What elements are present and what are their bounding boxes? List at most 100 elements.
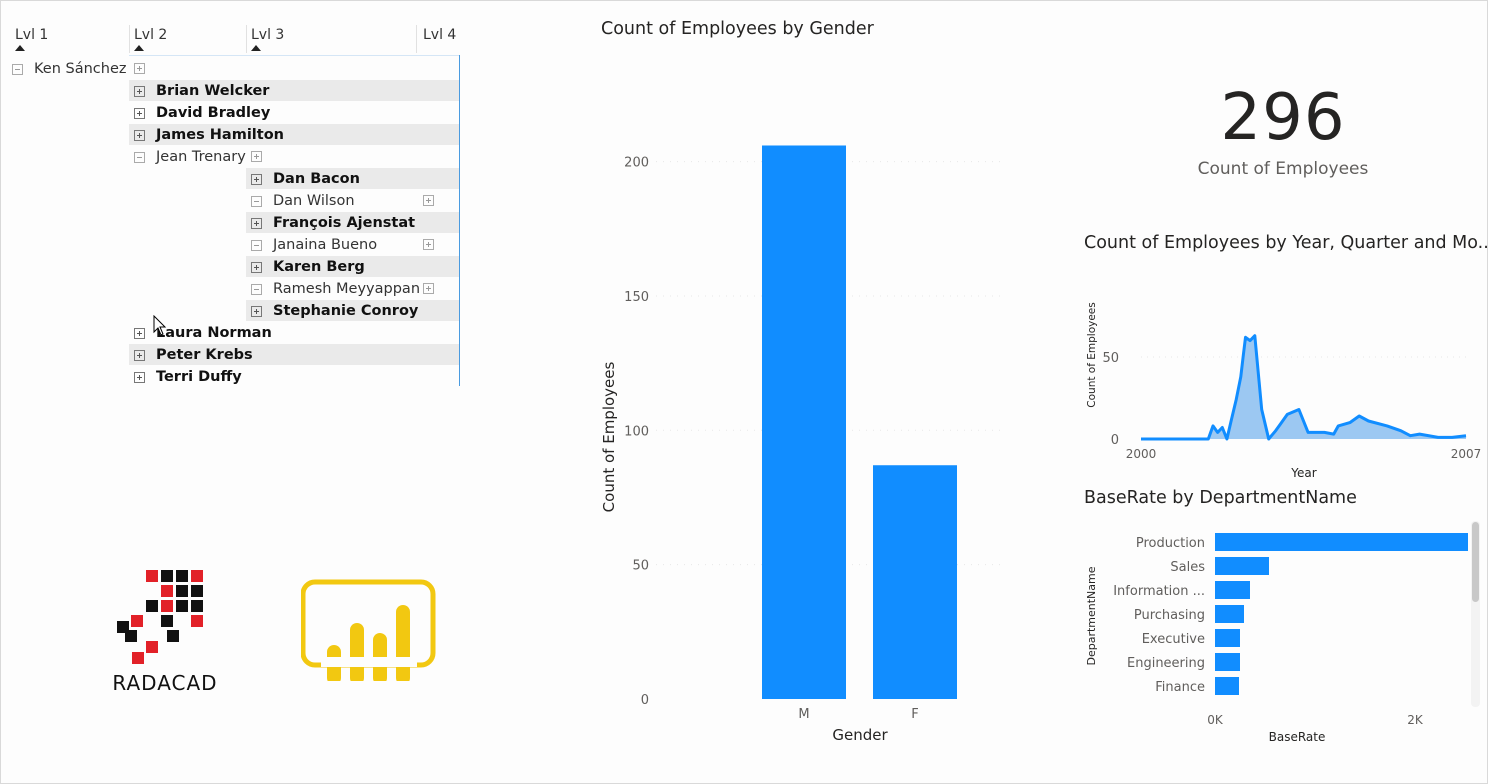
y-axis-title: DepartmentName [1085,566,1098,665]
baserate-bar-chart[interactable]: Production Sales Information ... Purchasing… [1081,521,1471,751]
tree-node-ramesh-meyyappan[interactable]: Ramesh Meyyappan [251,278,420,300]
tree-node-janaina-bueno[interactable]: Janaina Bueno [251,234,377,256]
tree-node-david-bradley[interactable]: David Bradley [134,102,270,124]
tree-node-james-hamilton[interactable]: James Hamilton [134,124,284,146]
category-label: Executive [1142,632,1205,647]
x-axis-title: BaseRate [1269,730,1326,744]
mouse-cursor-icon [153,315,167,336]
bar-executive[interactable] [1215,629,1240,647]
expand-icon[interactable] [423,195,434,206]
row-band [246,256,459,277]
y-axis-title: Count of Employees [1086,302,1098,407]
node-label: Peter Krebs [156,347,253,363]
bar-f[interactable] [873,465,957,699]
x-tick-end: 2007 [1451,447,1481,461]
series-line [1141,334,1467,441]
kpi-label: Count of Employees [1197,159,1369,179]
header-lvl4[interactable]: Lvl 4 [423,27,457,43]
collapse-icon[interactable] [134,151,145,163]
bar-engineering[interactable] [1215,653,1240,671]
collapse-icon[interactable] [251,283,262,295]
expand-icon[interactable] [134,85,145,97]
y-tick-label: 100 [624,424,649,439]
expand-icon[interactable] [134,371,145,383]
row-band [129,344,459,365]
x-axis-title: Gender [832,726,888,744]
bar-finance[interactable] [1215,677,1239,695]
row-band [246,168,459,189]
header-lvl3[interactable]: Lvl 3 [251,27,285,43]
collapse-icon[interactable] [12,63,23,75]
gender-bar-chart[interactable]: 0 50 100 150 200 M F Count of Employees Gende… [596,61,1016,761]
bar-production[interactable] [1215,533,1468,551]
collapse-icon[interactable] [251,239,262,251]
expand-icon[interactable] [251,217,262,229]
collapse-icon[interactable] [251,195,262,207]
bar-purchasing[interactable] [1215,605,1244,623]
x-tick-label: 2K [1407,713,1424,727]
tree-node-dan-bacon[interactable]: Dan Bacon [251,168,360,190]
node-label: Ken Sánchez [34,61,127,77]
scrollbar-track[interactable] [1471,521,1480,707]
expand-icon[interactable] [251,261,262,273]
expand-icon[interactable] [423,239,434,250]
category-label: Information ... [1113,584,1205,599]
row-band [246,300,459,321]
y-tick-label: 0 [1111,433,1119,448]
expand-icon[interactable] [134,349,145,361]
expand-icon[interactable] [134,63,145,74]
row-band [129,80,459,101]
sort-arrow-icon[interactable] [251,45,261,51]
category-label: Production [1136,536,1205,551]
gender-chart-title: Count of Employees by Gender [601,19,874,39]
bar-m[interactable] [762,145,846,700]
bar-sales[interactable] [1215,557,1269,575]
expand-icon[interactable] [134,107,145,119]
node-label: Dan Bacon [273,171,360,187]
tree-node-brian-welcker[interactable]: Brian Welcker [134,80,269,102]
expand-icon[interactable] [423,283,434,294]
expand-icon[interactable] [134,327,145,339]
header-lvl1[interactable]: Lvl 1 [15,27,49,43]
scrollbar-thumb[interactable] [1472,522,1479,602]
category-label: Finance [1155,680,1205,695]
kpi-value: 296 [1220,81,1346,155]
tree-node-peter-krebs[interactable]: Peter Krebs [134,344,253,366]
sort-arrow-icon[interactable] [15,45,25,51]
node-label: Dan Wilson [273,193,355,209]
node-label: James Hamilton [156,127,284,143]
power-bi-logo [301,579,436,681]
node-label: Karen Berg [273,259,365,275]
header-lvl2[interactable]: Lvl 2 [134,27,168,43]
employees-area-chart[interactable]: 0 50 2000 2007 Year Count of Employees [1081,291,1481,491]
row-band [129,124,459,145]
tree-node-terri-duffy[interactable]: Terri Duffy [134,366,242,388]
bar-chart-title: BaseRate by DepartmentName [1084,488,1357,508]
x-axis-title: Year [1290,466,1316,480]
radacad-wordmark: RADACAD [112,671,217,693]
tree-node-karen-berg[interactable]: Karen Berg [251,256,365,278]
y-axis-title: Count of Employees [600,361,618,512]
bar-information-[interactable] [1215,581,1250,599]
expand-icon[interactable] [251,151,262,162]
radacad-mosaic-icon [117,570,203,664]
tree-node-laura-norman[interactable]: Laura Norman [134,322,272,344]
node-label: Brian Welcker [156,83,270,99]
expand-icon[interactable] [134,129,145,141]
column-divider [416,25,417,53]
node-label: David Bradley [156,105,271,121]
tree-node-ken-sanchez[interactable]: Ken Sánchez [12,58,126,80]
tree-node-francois-ajenstat[interactable]: François Ajenstat [251,212,415,234]
x-tick-label: F [911,707,918,722]
expand-icon[interactable] [251,173,262,185]
tree-node-jean-trenary[interactable]: Jean Trenary [134,146,246,168]
category-label: Engineering [1127,656,1205,671]
tree-right-border [459,55,460,386]
tree-node-dan-wilson[interactable]: Dan Wilson [251,190,355,212]
sort-arrow-icon[interactable] [134,45,144,51]
expand-icon[interactable] [251,305,262,317]
y-tick-label: 50 [1102,351,1119,366]
y-tick-label: 0 [641,693,649,708]
tree-node-stephanie-conroy[interactable]: Stephanie Conroy [251,300,418,322]
column-divider [129,25,130,53]
